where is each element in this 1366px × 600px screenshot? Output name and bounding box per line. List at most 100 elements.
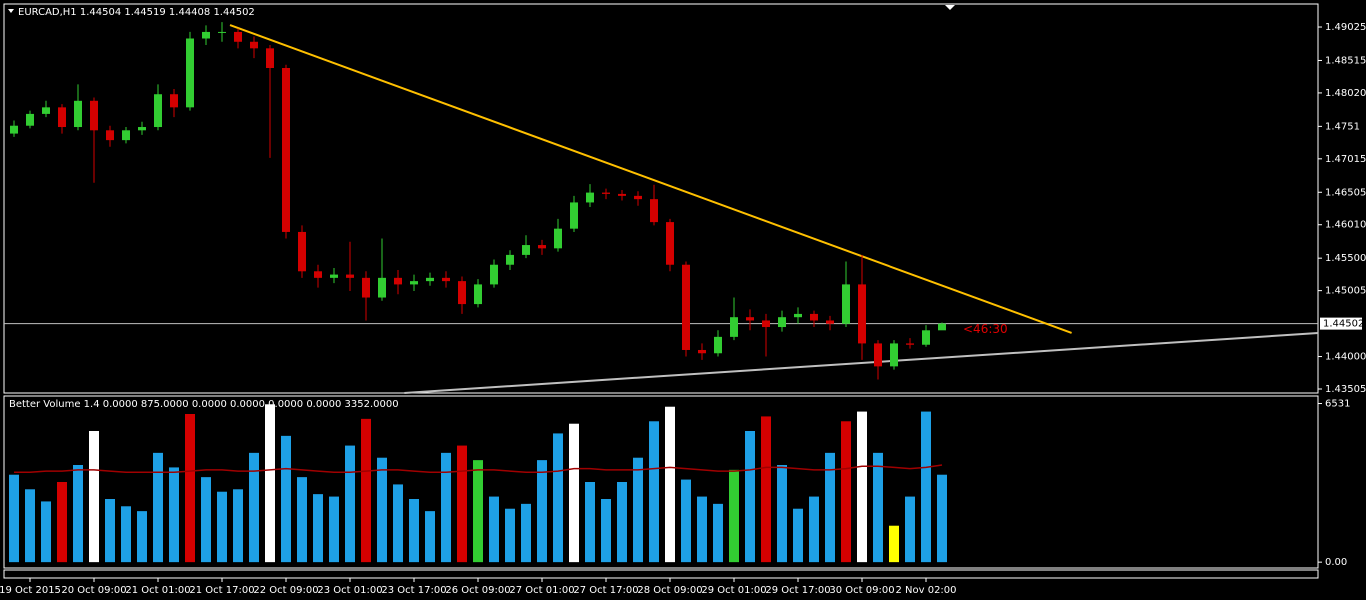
chart-header: EURCAD,H1 1.44504 1.44519 1.44408 1.4450… <box>18 7 255 18</box>
x-tick-label: 27 Oct 01:00 <box>509 585 574 596</box>
candle-body <box>394 277 402 285</box>
volume-bar <box>505 508 515 563</box>
price-pane <box>3 3 1319 394</box>
y-tick-label: 6531 <box>1325 399 1350 410</box>
volume-bar <box>777 465 787 563</box>
candle-body <box>858 284 866 344</box>
x-tick-label: 2 Nov 02:00 <box>895 585 956 596</box>
volume-bar <box>345 445 355 563</box>
x-tick-label: 21 Oct 01:00 <box>125 585 190 596</box>
candle-body <box>650 199 658 223</box>
y-tick-label: 1.44000 <box>1325 352 1366 363</box>
y-tick-label: 1.46010 <box>1325 220 1366 231</box>
volume-bar <box>601 499 611 563</box>
candle-body <box>234 31 242 42</box>
candle-body <box>602 192 610 194</box>
volume-bar <box>681 479 691 563</box>
volume-bar <box>329 496 339 563</box>
volume-bar <box>857 411 867 563</box>
current-price-label: 1.44502 <box>1323 319 1364 330</box>
current-price-box <box>1320 317 1362 330</box>
volume-bar <box>761 416 771 563</box>
volume-bar <box>697 496 707 563</box>
candle-body <box>122 130 130 141</box>
menu-arrow[interactable] <box>8 9 14 13</box>
candle-body <box>106 130 114 141</box>
candle-body <box>474 284 482 305</box>
volume-bar <box>921 411 931 563</box>
candle-body <box>58 107 66 128</box>
candle-body <box>522 245 530 255</box>
candle-body <box>666 222 674 265</box>
x-tick-label: 26 Oct 09:00 <box>445 585 510 596</box>
volume-bar <box>409 499 419 563</box>
candle-body <box>634 195 642 200</box>
candle-body <box>682 264 690 350</box>
volume-bar <box>873 452 883 563</box>
volume-bar <box>137 511 147 563</box>
volume-bar <box>793 508 803 563</box>
volume-bar <box>41 501 51 563</box>
volume-bar <box>889 525 899 563</box>
time-axis <box>3 569 1319 579</box>
candle-body <box>586 192 594 203</box>
x-tick-label: 28 Oct 09:00 <box>637 585 702 596</box>
x-tick-label: 19 Oct 2015 <box>0 585 61 596</box>
x-tick-label: 29 Oct 01:00 <box>701 585 766 596</box>
y-tick-label: 1.47015 <box>1325 154 1366 165</box>
volume-bar <box>73 465 83 563</box>
candle-body <box>26 113 34 126</box>
candle-body <box>794 313 802 318</box>
candle-body <box>922 330 930 345</box>
candle-body <box>874 343 882 367</box>
trendline <box>229 24 1072 334</box>
volume-bar <box>905 496 915 563</box>
candle-body <box>250 41 258 49</box>
x-tick-label: 29 Oct 17:00 <box>765 585 830 596</box>
volume-bar <box>633 457 643 563</box>
volume-bar <box>553 433 563 563</box>
candle-body <box>410 281 418 285</box>
bar-timer: <46:30 <box>963 322 1008 336</box>
volume-bar <box>9 474 19 563</box>
volume-bar <box>153 452 163 563</box>
volume-bar <box>809 496 819 563</box>
volume-bar <box>537 460 547 563</box>
volume-bar <box>937 474 947 563</box>
candle-body <box>506 254 514 265</box>
candle-body <box>570 202 578 229</box>
volume-bar <box>25 489 35 563</box>
candle-body <box>618 193 626 196</box>
volume-bar <box>393 484 403 563</box>
volume-bar <box>457 445 467 563</box>
candle-body <box>890 343 898 367</box>
candle-body <box>298 231 306 272</box>
y-tick-label: 1.48515 <box>1325 55 1366 66</box>
indicator-header: Better Volume 1.4 0.0000 875.0000 0.0000… <box>9 399 399 410</box>
y-tick-label: 1.4751 <box>1325 121 1360 132</box>
volume-bar <box>185 414 195 563</box>
volume-bar <box>825 452 835 563</box>
y-tick-label: 1.49025 <box>1325 22 1366 33</box>
volume-bar <box>649 421 659 563</box>
volume-bar <box>249 452 259 563</box>
y-tick-label: 0.00 <box>1325 557 1347 568</box>
candle-body <box>330 274 338 278</box>
y-tick-label: 1.46505 <box>1325 187 1366 198</box>
volume-bar <box>521 503 531 563</box>
volume-bar <box>313 494 323 563</box>
volume-bar <box>89 431 99 563</box>
volume-pane <box>3 395 1319 569</box>
x-tick-label: 22 Oct 09:00 <box>253 585 318 596</box>
volume-bar <box>585 482 595 563</box>
volume-bar <box>569 423 579 563</box>
volume-bar <box>713 503 723 563</box>
x-tick-label: 23 Oct 01:00 <box>317 585 382 596</box>
candle-body <box>906 343 914 345</box>
candle-body <box>490 264 498 285</box>
candle-body <box>74 100 82 128</box>
candle-body <box>90 100 98 131</box>
candle-body <box>442 277 450 282</box>
candle-body <box>778 317 786 328</box>
